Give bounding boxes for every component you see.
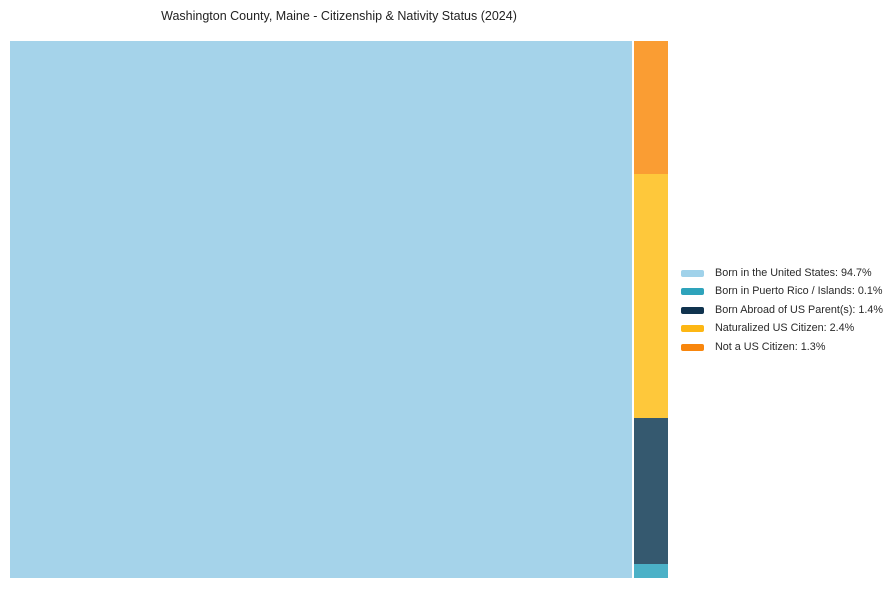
legend-label: Naturalized US Citizen: 2.4% xyxy=(715,322,855,335)
legend-label: Not a US Citizen: 1.3% xyxy=(715,340,826,353)
treemap-tile-naturalized-us-citizen[interactable] xyxy=(634,174,668,418)
legend-swatch-born-in-united-states xyxy=(681,270,704,277)
treemap-tile-not-a-us-citizen[interactable] xyxy=(634,41,668,174)
treemap-tile-born-abroad-of-us-parents[interactable] xyxy=(634,418,668,564)
legend-swatch-born-abroad-of-us-parents xyxy=(681,306,704,314)
legend-label: Born in the United States: 94.7% xyxy=(715,267,872,279)
chart-title: Washington County, Maine - Citizenship &… xyxy=(161,9,517,23)
legend-swatch-born-in-puerto-rico-islands xyxy=(681,288,704,296)
legend-item-born-in-united-states[interactable]: Born in the United States: 94.7% xyxy=(681,268,872,279)
treemap-tile-born-in-puerto-rico-islands[interactable] xyxy=(634,564,668,578)
legend-item-not-a-us-citizen[interactable]: Not a US Citizen: 1.3% xyxy=(681,340,826,353)
legend-item-naturalized-us-citizen[interactable]: Naturalized US Citizen: 2.4% xyxy=(681,323,854,334)
legend-swatch-naturalized-us-citizen xyxy=(681,325,704,333)
treemap-tile-born-in-united-states[interactable] xyxy=(10,41,632,578)
legend-label: Born Abroad of US Parent(s): 1.4% xyxy=(715,303,884,316)
legend-label: Born in Puerto Rico / Islands: 0.1% xyxy=(715,285,883,298)
legend-swatch-not-a-us-citizen xyxy=(681,343,704,351)
legend-item-born-abroad-of-us-parents[interactable]: Born Abroad of US Parent(s): 1.4% xyxy=(681,303,884,316)
legend-item-born-in-puerto-rico-islands[interactable]: Born in Puerto Rico / Islands: 0.1% xyxy=(681,286,882,297)
